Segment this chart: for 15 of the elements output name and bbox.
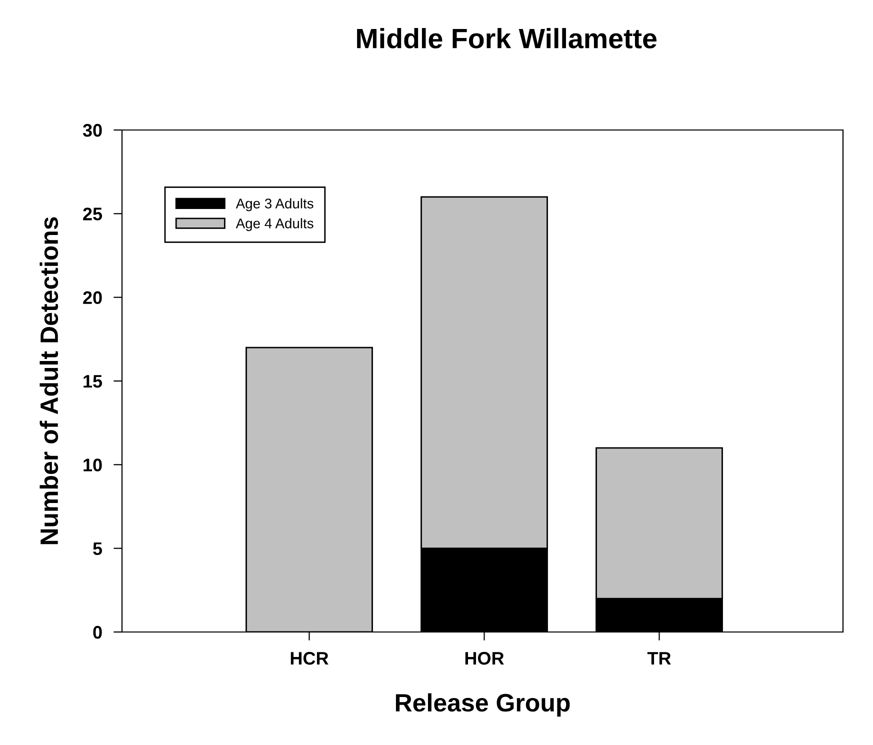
- y-tick-label: 20: [83, 291, 102, 304]
- y-tick-label: 15: [84, 375, 102, 388]
- y-tick-label: 25: [83, 208, 102, 220]
- y-tick-label: 5: [93, 542, 102, 556]
- chart-title: Middle Fork Willamette: [357, 28, 657, 48]
- legend-label: Age 3 Adults: [236, 198, 314, 212]
- y-tick-label: 30: [82, 124, 102, 137]
- x-axis-title: Release Group: [396, 693, 570, 717]
- x-tick-label: HOR: [465, 652, 504, 665]
- y-axis-title: Number of Adult Detections: [40, 217, 58, 544]
- y-tick-label: 0: [93, 626, 102, 639]
- y-tick-label: 10: [84, 458, 102, 472]
- x-tick-label: TR: [647, 652, 671, 665]
- x-tick-label: HCR: [290, 652, 328, 665]
- legend-label: Age 4 Adults: [236, 218, 314, 232]
